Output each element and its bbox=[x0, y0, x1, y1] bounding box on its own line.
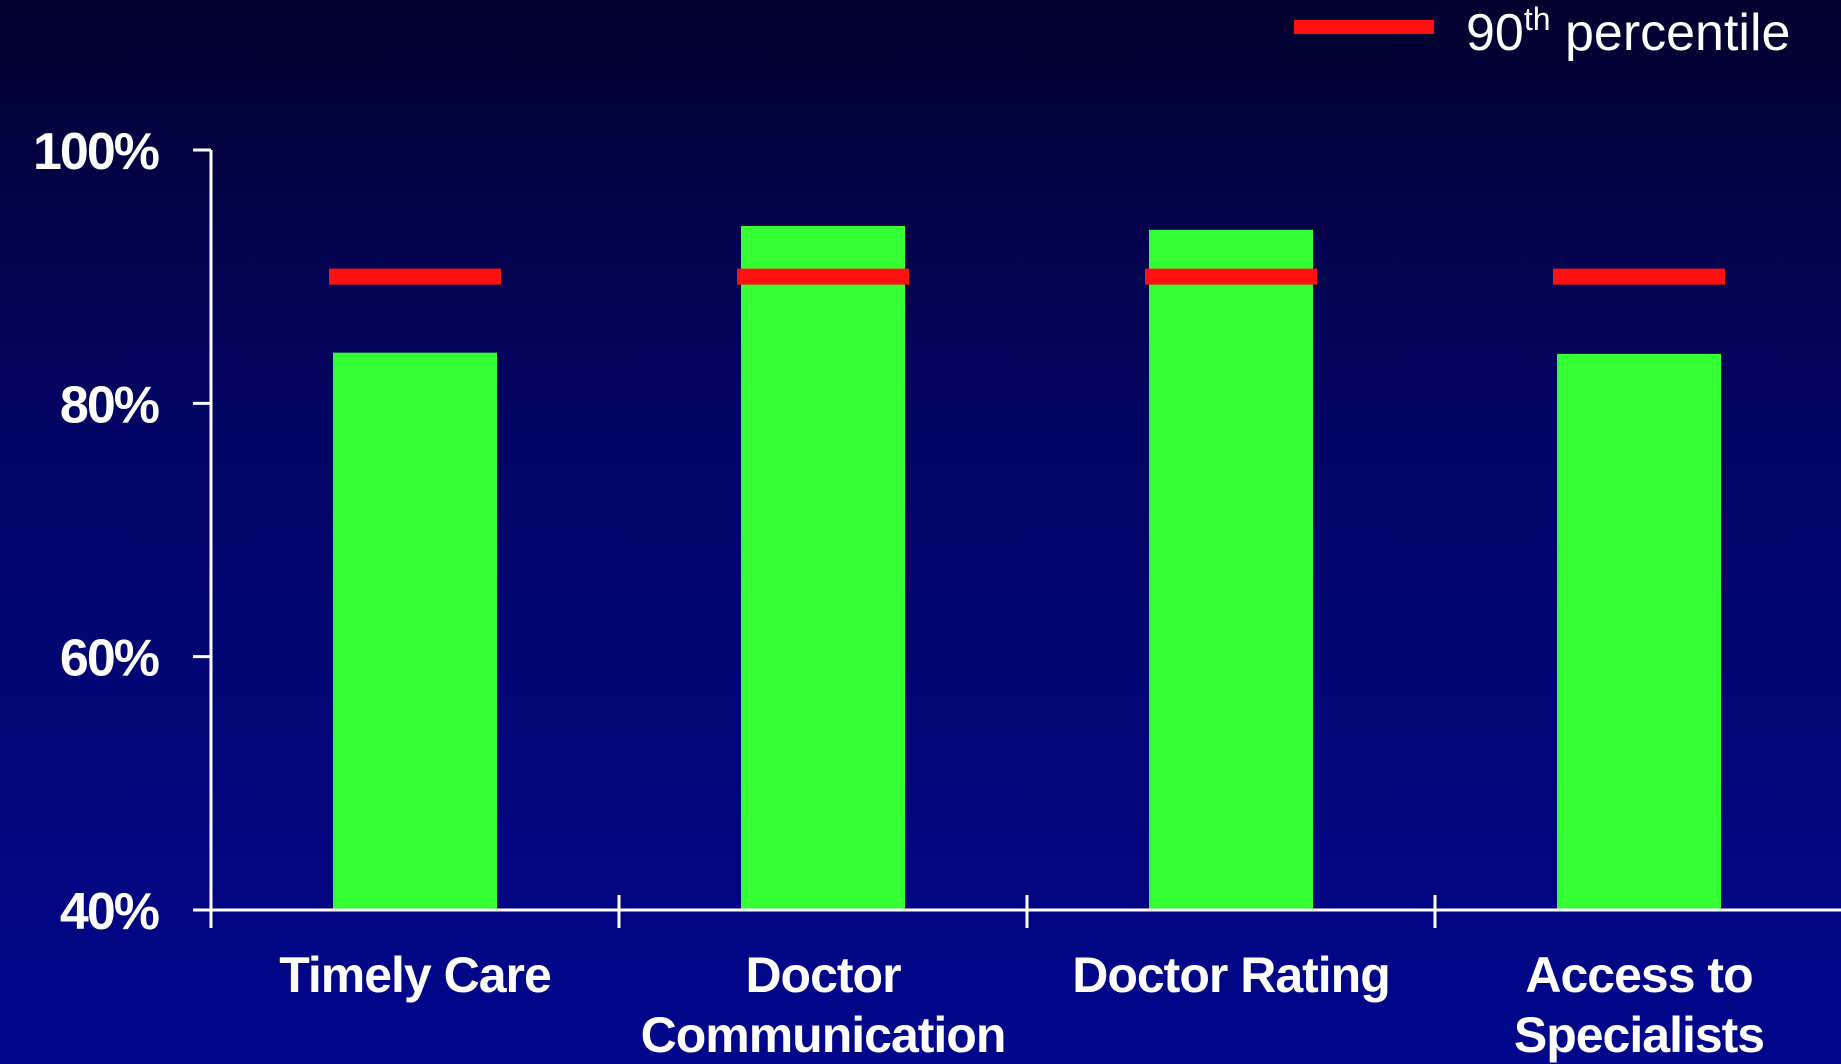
legend: 90th percentile bbox=[1294, 1, 1790, 62]
x-tick-label: Access to Specialists bbox=[1514, 947, 1764, 1063]
y-tick-label: 100% bbox=[33, 123, 159, 181]
bar bbox=[1557, 353, 1721, 910]
legend-label-rest: percentile bbox=[1551, 4, 1791, 62]
x-tick-label-line: Communication bbox=[641, 1007, 1006, 1063]
bar bbox=[1149, 229, 1313, 911]
y-tick-label: 40% bbox=[60, 883, 159, 941]
x-tick-label-line: Access to bbox=[1525, 947, 1752, 1003]
bar bbox=[741, 226, 905, 910]
x-tick-label-line: Specialists bbox=[1514, 1007, 1764, 1063]
x-tick-label-line: Timely Care bbox=[279, 947, 551, 1003]
legend-benchmark-label: 90th percentile bbox=[1466, 1, 1790, 62]
y-tick-label: 80% bbox=[60, 376, 159, 434]
x-tick-label: Timely Care bbox=[279, 947, 551, 1003]
x-tick-label: Doctor Rating bbox=[1072, 947, 1390, 1003]
bar bbox=[333, 352, 497, 911]
x-tick-label-line: Doctor Rating bbox=[1072, 947, 1390, 1003]
legend-label-main: 90 bbox=[1466, 4, 1524, 62]
y-tick-label: 60% bbox=[60, 630, 159, 688]
legend-label-superscript: th bbox=[1524, 1, 1551, 37]
x-tick-label: Doctor Communication bbox=[641, 947, 1006, 1063]
x-tick-label-line: Doctor bbox=[745, 947, 901, 1003]
plot-area: 40% 60% 80% 100% Timely Care Doctor Communicat… bbox=[33, 123, 1841, 1063]
